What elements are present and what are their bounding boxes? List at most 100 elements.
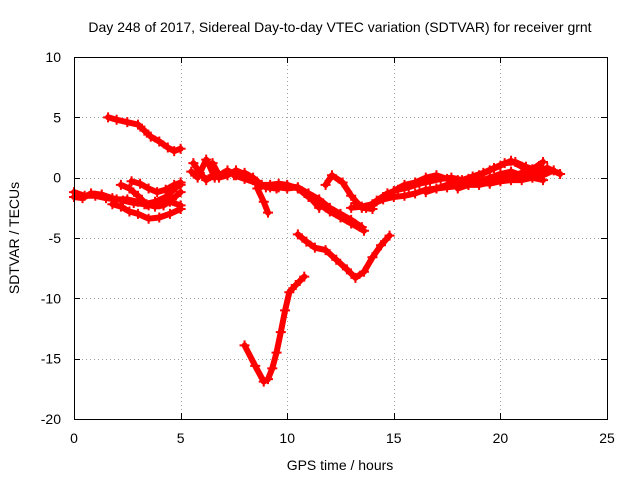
data-point-marker (555, 169, 566, 180)
data-point-marker (282, 181, 293, 192)
data-point-marker (284, 287, 295, 298)
data-point-marker (452, 183, 463, 194)
data-point-marker (361, 202, 372, 213)
data-point-marker (474, 179, 485, 190)
data-point-marker (77, 193, 88, 204)
y-tick-label: 5 (53, 109, 61, 125)
data-point-marker (132, 119, 143, 130)
data-point-marker (337, 177, 348, 188)
data-point-marker (275, 327, 286, 338)
data-point-marker (271, 183, 282, 194)
data-point-marker (538, 175, 549, 186)
data-point-marker (115, 201, 126, 212)
data-point-marker (303, 190, 314, 201)
data-point-marker (263, 374, 274, 385)
data-point-marker (516, 167, 527, 178)
data-point-marker (399, 179, 410, 190)
series-track-1 (103, 112, 186, 157)
data-point-marker (280, 305, 291, 316)
data-point-marker (463, 179, 474, 190)
series-line (117, 181, 184, 210)
data-point-marker (350, 272, 361, 283)
data-point-marker (132, 208, 143, 219)
chart-title: Day 248 of 2017, Sidereal Day-to-day VTE… (88, 19, 591, 35)
data-point-marker (341, 264, 352, 275)
series-line (190, 160, 216, 184)
y-tick-label: -15 (41, 351, 61, 367)
data-point-marker (292, 182, 303, 193)
y-tick-label: -20 (41, 411, 61, 427)
data-point-marker (201, 175, 212, 186)
data-point-marker (122, 117, 133, 128)
x-axis-label: GPS time / hours (287, 457, 394, 473)
data-point-marker (175, 143, 186, 154)
data-point-marker (188, 158, 199, 169)
data-point-marker (175, 187, 186, 198)
series-track-15 (292, 229, 395, 283)
data-point-marker (169, 146, 180, 157)
data-point-marker (358, 225, 369, 236)
grid-lines (74, 57, 607, 419)
data-point-marker (115, 179, 126, 190)
data-point-marker (167, 194, 178, 205)
data-point-marker (388, 185, 399, 196)
series-track-8 (186, 154, 212, 183)
data-point-marker (139, 125, 150, 136)
data-point-marker (263, 207, 274, 218)
data-point-marker (86, 188, 97, 199)
data-point-marker (158, 200, 169, 211)
y-tick-label: -5 (49, 230, 62, 246)
x-tick-label: 15 (386, 430, 402, 446)
data-point-marker (250, 177, 261, 188)
data-point-marker (175, 177, 186, 188)
series-track-21 (452, 167, 549, 194)
data-point-marker (527, 172, 538, 183)
data-point-marker (164, 208, 175, 219)
data-point-marker (162, 142, 173, 153)
data-point-marker (320, 179, 331, 190)
x-tick-label: 0 (70, 430, 78, 446)
data-point-marker (107, 199, 118, 210)
data-point-marker (495, 175, 506, 186)
data-point-marker (410, 188, 421, 199)
data-point-marker (495, 160, 506, 171)
data-point-marker (420, 187, 431, 198)
data-point-marker (145, 131, 156, 142)
data-point-marker (358, 266, 369, 277)
data-point-marker (506, 155, 517, 166)
data-point-marker (506, 171, 517, 182)
series-track-14 (252, 183, 274, 218)
series-track-6 (126, 176, 186, 198)
series-line (294, 231, 393, 281)
data-point-marker (154, 136, 165, 147)
data-point-marker (250, 360, 261, 371)
data-point-marker (111, 114, 122, 125)
data-point-marker (484, 165, 495, 176)
data-point-marker (290, 280, 301, 291)
data-point-marker (228, 170, 239, 181)
data-point-marker (239, 173, 250, 184)
data-point-marker (96, 189, 107, 200)
data-point-marker (346, 190, 357, 201)
data-point-marker (186, 166, 197, 177)
data-point-marker (367, 200, 378, 211)
data-point-marker (124, 206, 135, 217)
data-point-marker (346, 218, 357, 229)
tick-labels: 0 5 10 15 20 25 10 5 0 -5 -10 -15 -20 (41, 49, 615, 446)
data-point-marker (192, 172, 203, 183)
data-point-marker (118, 195, 129, 206)
series-track-5 (107, 199, 186, 224)
data-point-marker (128, 198, 139, 209)
data-point-marker (154, 212, 165, 223)
x-tick-label: 5 (177, 430, 185, 446)
data-point-marker (299, 271, 310, 282)
data-point-marker (160, 184, 171, 195)
data-point-marker (376, 240, 387, 251)
series-line (205, 160, 218, 181)
data-point-marker (367, 252, 378, 263)
data-point-marker (399, 190, 410, 201)
data-point-marker (260, 182, 271, 193)
data-point-marker (213, 172, 224, 183)
data-point-marker (326, 170, 337, 181)
